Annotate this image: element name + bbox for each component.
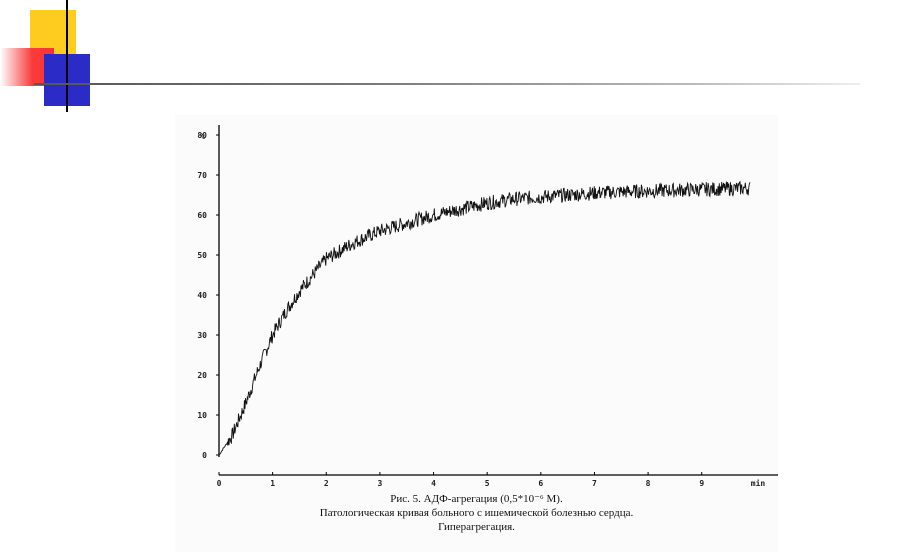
x-tick-label: 5: [485, 479, 490, 488]
y-tick-label: 10: [197, 411, 207, 420]
x-tick-label: 0: [217, 479, 222, 488]
x-tick-label: 9: [699, 479, 704, 488]
x-tick-label: 3: [377, 479, 382, 488]
y-tick-label: 20: [197, 371, 207, 380]
decor-vertical-line: [66, 0, 68, 112]
y-unit-label: %: [200, 132, 205, 141]
x-tick-label: 4: [431, 479, 436, 488]
x-tick-label: 1: [270, 479, 275, 488]
y-tick-label: 40: [197, 291, 207, 300]
x-tick-label: 2: [324, 479, 329, 488]
decor-yellow-square: [30, 10, 76, 54]
x-unit-label: min: [751, 478, 766, 488]
aggregation-curve-series: [218, 180, 751, 456]
aggregation-chart: 0 10 20 30 40 50 60 70 80% 0 1 2 3 4 5 6 7 8 9 min: [197, 125, 778, 488]
scanned-figure: 0 10 20 30 40 50 60 70 80% 0 1 2 3 4 5 6 7 8 9 min Рис. 5. …: [175, 115, 778, 552]
caption-line-3: Гиперагрегация.: [438, 521, 515, 533]
y-tick-label: 80: [197, 131, 207, 140]
x-tick-label: 7: [592, 479, 597, 488]
y-tick-label: 60: [197, 211, 207, 220]
x-tick-label: 8: [646, 479, 651, 488]
y-tick-label: 70: [197, 171, 207, 180]
caption-line-1: Рис. 5. АДФ-агрегация (0,5*10⁻⁶ М).: [390, 493, 563, 505]
y-tick-label: 50: [197, 251, 207, 260]
y-tick-label: 0: [202, 451, 207, 460]
decor-horizontal-rule: [34, 83, 860, 85]
y-tick-label: 30: [197, 331, 207, 340]
x-tick-label: 6: [538, 479, 543, 488]
caption-line-2: Патологическая кривая больного с ишемиче…: [319, 507, 634, 519]
